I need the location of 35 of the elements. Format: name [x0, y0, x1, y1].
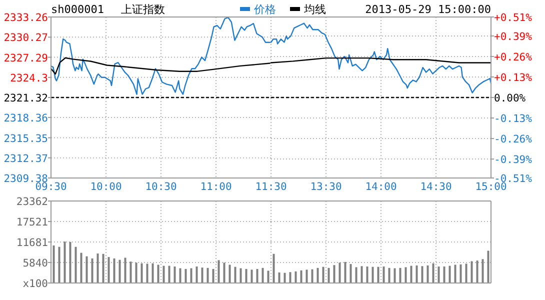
y-tick-label: 23362	[16, 196, 48, 208]
y-tick-label: 2312.37	[4, 152, 48, 165]
y2-tick-label: -0.39%	[494, 154, 533, 166]
y-tick-label: 5840	[22, 258, 48, 270]
x-tick-label: 11:30	[255, 181, 287, 193]
legend-label: 价格	[253, 3, 276, 16]
x-tick-label: 14:00	[365, 181, 397, 193]
x-tick-label: 15:00	[475, 181, 507, 193]
y-tick-label: 2318.36	[4, 112, 48, 124]
y2-tick-label: -0.26%	[494, 134, 533, 146]
x-tick-label: 10:30	[145, 181, 177, 193]
y2-tick-label: +0.51%	[494, 12, 533, 24]
y-tick-label: 17521	[16, 216, 48, 228]
y-tick-label: 2327.29	[4, 52, 48, 64]
chart-title: 上证指数	[121, 3, 165, 16]
x-tick-label: 14:30	[420, 181, 452, 193]
y-tick-label: 2321.32	[4, 92, 48, 104]
y-tick-label: 2324.3	[10, 72, 48, 84]
x-tick-label: 11:00	[200, 181, 232, 193]
x-tick-label: 09:30	[35, 181, 67, 193]
y2-tick-label: -0.13%	[494, 113, 533, 126]
x-tick-label: 13:30	[310, 181, 342, 193]
x-tick-label: 10:00	[90, 181, 122, 193]
chart-subtitle: sh000001	[51, 3, 104, 16]
text: 2013-05-29 15:00:00	[365, 3, 491, 16]
y2-tick-label: +0.39%	[494, 30, 533, 43]
y2-tick-label: +0.26%	[494, 51, 533, 64]
legend-label: 均线	[303, 3, 326, 16]
y-tick-label: 2333.26	[4, 12, 48, 24]
y-tick-label: 2330.27	[4, 32, 48, 44]
y2-tick-label: +0.13%	[494, 72, 533, 84]
y2-tick-label: 0.00%	[494, 92, 526, 104]
y-tick-label: 11681	[16, 237, 48, 249]
y-tick-label: 2315.35	[4, 132, 48, 145]
y-tick-label: x100	[22, 278, 48, 290]
